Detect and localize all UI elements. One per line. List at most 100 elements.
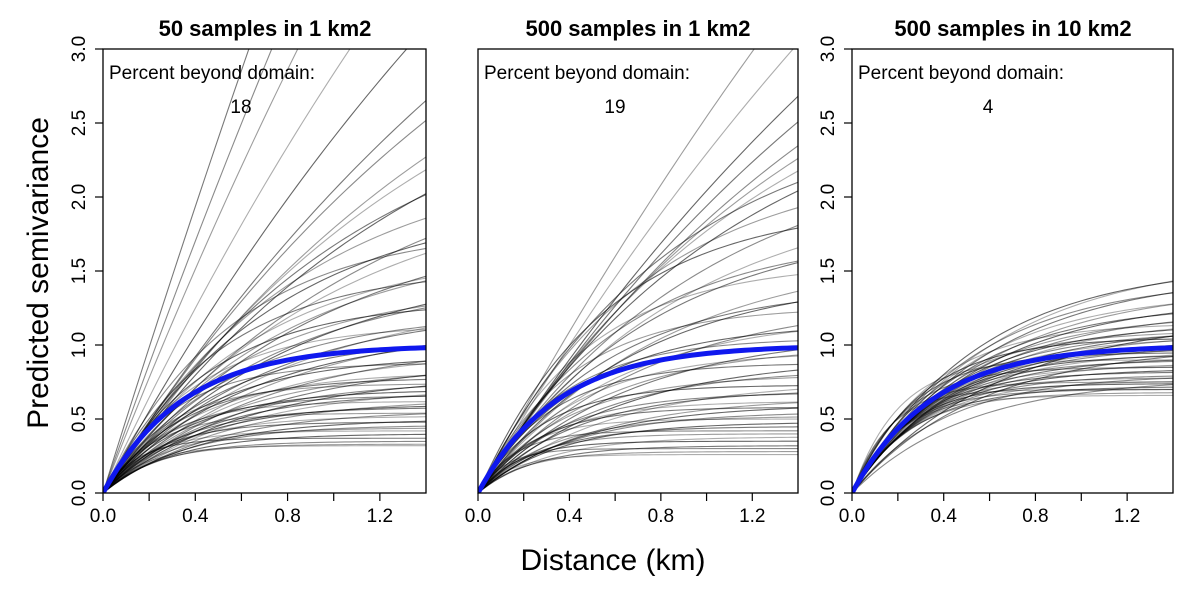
sample-curve [103, 307, 426, 493]
sample-curve [478, 330, 798, 493]
sample-curve [103, 303, 426, 493]
mean-curve-group [103, 345, 426, 493]
x-tick-label: 1.2 [1114, 506, 1140, 527]
sample-curve [478, 274, 798, 493]
sample-curve [478, 349, 798, 493]
sample-curve [478, 227, 798, 493]
sample-curve [103, 275, 426, 493]
x-tick-label: 1.2 [367, 506, 393, 527]
y-tick-label: 2.5 [818, 110, 839, 136]
sample-curve [103, 252, 426, 493]
x-axis: 0.0 0.4 0.8 1.2 [465, 493, 765, 527]
sample-curve [852, 325, 1173, 493]
sample-curve [478, 181, 798, 493]
y-tick-label: 0.0 [69, 480, 90, 506]
sample-curve [478, 407, 798, 493]
x-tick-label: 0.0 [465, 506, 491, 527]
sample-curve [478, 430, 798, 493]
sample-curve [103, 100, 426, 493]
sample-curve [103, 346, 426, 493]
sample-curve [103, 237, 426, 493]
plot-frame [477, 48, 799, 494]
sample-curve [103, 427, 426, 493]
sample-curve [103, 281, 426, 493]
sample-curve [103, 194, 426, 493]
sample-curve [852, 356, 1173, 493]
y-tick-label: 2.0 [818, 184, 839, 210]
sample-curve [103, 386, 426, 493]
sample-curve [103, 309, 426, 493]
sample-curve [852, 332, 1173, 493]
sample-curve [478, 325, 798, 493]
sample-curve [852, 389, 1173, 493]
y-tick-label: 0.0 [818, 480, 839, 506]
panel-title: 500 samples in 1 km2 [525, 16, 750, 41]
sample-curve [852, 338, 1173, 493]
sample-curve [852, 370, 1173, 493]
sample-curve [852, 384, 1173, 493]
sample-curve [103, 360, 426, 493]
sample-curve [478, 95, 798, 493]
y-tick-label: 1.0 [69, 332, 90, 358]
sample-curve [103, 344, 426, 493]
y-tick-label: 3.0 [69, 36, 90, 62]
sample-curve [478, 436, 798, 493]
y-tick-label: 2.5 [69, 110, 90, 136]
sample-curve [478, 260, 798, 493]
sample-curve [103, 49, 299, 493]
x-axis: 0.0 0.4 0.8 1.2 [839, 493, 1140, 527]
annotation-value: 18 [230, 97, 251, 118]
x-axis-title: Distance (km) [520, 544, 705, 577]
sample-curve [103, 394, 426, 493]
y-tick-label: 1.5 [69, 258, 90, 284]
x-axis: 0.0 0.4 0.8 1.2 [90, 493, 393, 527]
sample-curve [478, 330, 798, 493]
sample-curve [103, 363, 426, 493]
annotation-value: 4 [983, 97, 994, 118]
sample-curve [478, 433, 798, 493]
x-tick-label: 0.4 [556, 506, 583, 527]
panel-title: 500 samples in 10 km2 [894, 16, 1131, 41]
sample-curve [103, 280, 426, 493]
sample-curves [852, 280, 1173, 493]
sample-curve [852, 366, 1173, 493]
sample-curve [103, 374, 426, 493]
sample-curve [103, 327, 426, 493]
panel-3: 500 samples in 10 km2 Percent beyond dom… [818, 16, 1174, 527]
y-tick-label: 1.0 [818, 332, 839, 358]
x-tick-label: 0.0 [90, 506, 116, 527]
sample-curve [103, 193, 426, 493]
y-axis-title: Predicted semivariance [22, 117, 55, 429]
annotation-label: Percent beyond domain: [858, 63, 1064, 84]
sample-curve [103, 413, 426, 493]
sample-curve [103, 445, 426, 493]
sample-curve [103, 440, 426, 493]
y-tick-label: 2.0 [69, 184, 90, 210]
sample-curve [852, 377, 1173, 493]
annotation-value: 19 [604, 97, 625, 118]
y-tick-label: 0.5 [69, 406, 90, 432]
mean-curve [852, 345, 1173, 493]
sample-curve [478, 416, 798, 493]
y-axis: 0.0 0.5 1.0 1.5 2.0 2.5 3.0 [69, 36, 103, 506]
mean-curve [103, 345, 426, 493]
sample-curve [478, 355, 798, 493]
sample-curve [103, 385, 426, 493]
sample-curve [478, 385, 798, 493]
sample-curve [103, 49, 351, 493]
x-tick-label: 0.8 [648, 506, 674, 527]
sample-curve [478, 369, 798, 493]
sample-curve [103, 305, 426, 493]
sample-curve [478, 145, 798, 493]
sample-curves [478, 49, 798, 493]
y-tick-label: 3.0 [818, 36, 839, 62]
sample-curve [103, 420, 426, 493]
sample-curve [478, 388, 798, 493]
panel-title: 50 samples in 1 km2 [159, 16, 372, 41]
sample-curve [852, 321, 1173, 493]
sample-curve [478, 422, 798, 493]
sample-curve [478, 354, 798, 493]
sample-curve [478, 401, 798, 493]
sample-curve [852, 335, 1173, 493]
